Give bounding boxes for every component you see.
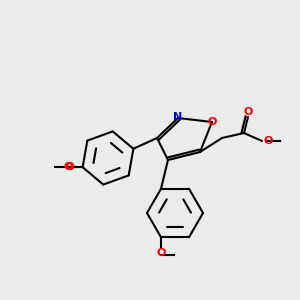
Text: O: O bbox=[156, 248, 166, 258]
Text: O: O bbox=[264, 136, 273, 146]
Text: O: O bbox=[243, 107, 253, 117]
Text: O: O bbox=[65, 162, 74, 172]
Text: O: O bbox=[63, 162, 73, 172]
Text: O: O bbox=[207, 117, 217, 127]
Text: N: N bbox=[173, 112, 183, 122]
